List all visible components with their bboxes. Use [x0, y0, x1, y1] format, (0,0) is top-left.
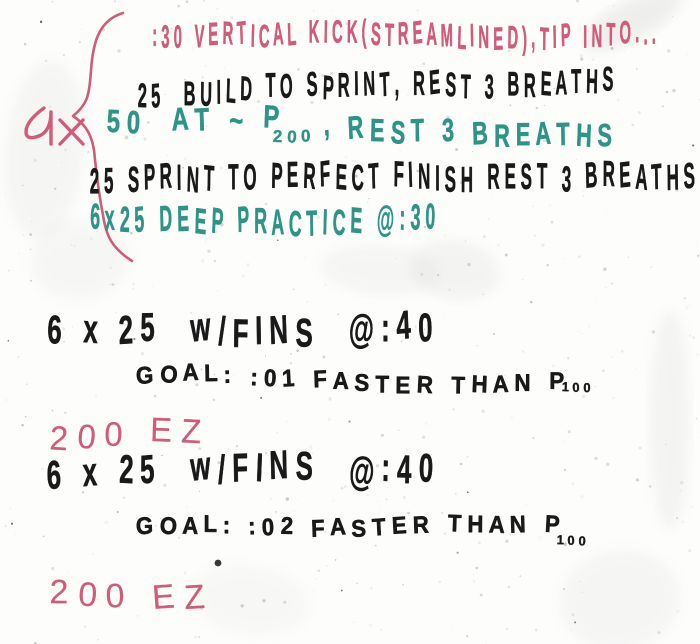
svg-text:1 0 0: 1 0 0	[558, 378, 594, 395]
svg-text:G O A L : : 0 2 F A S T E: G O A L : : 0 2 F A S T E R T H A N P	[130, 510, 565, 543]
svg-text:2 0 0: 2 0 0	[268, 126, 315, 147]
svg-text:1 0 0: 1 0 0	[553, 532, 589, 549]
svg-text:: 3 0 V E R T I C A L K I: : 3 0 V E R T I C A L K I C K ( S T R E …	[148, 13, 660, 57]
svg-text:6 x 2 5 D E E P P R A C T: 6 x 2 5 D E E P P R A C T I C E @ : 3 0	[85, 195, 440, 244]
